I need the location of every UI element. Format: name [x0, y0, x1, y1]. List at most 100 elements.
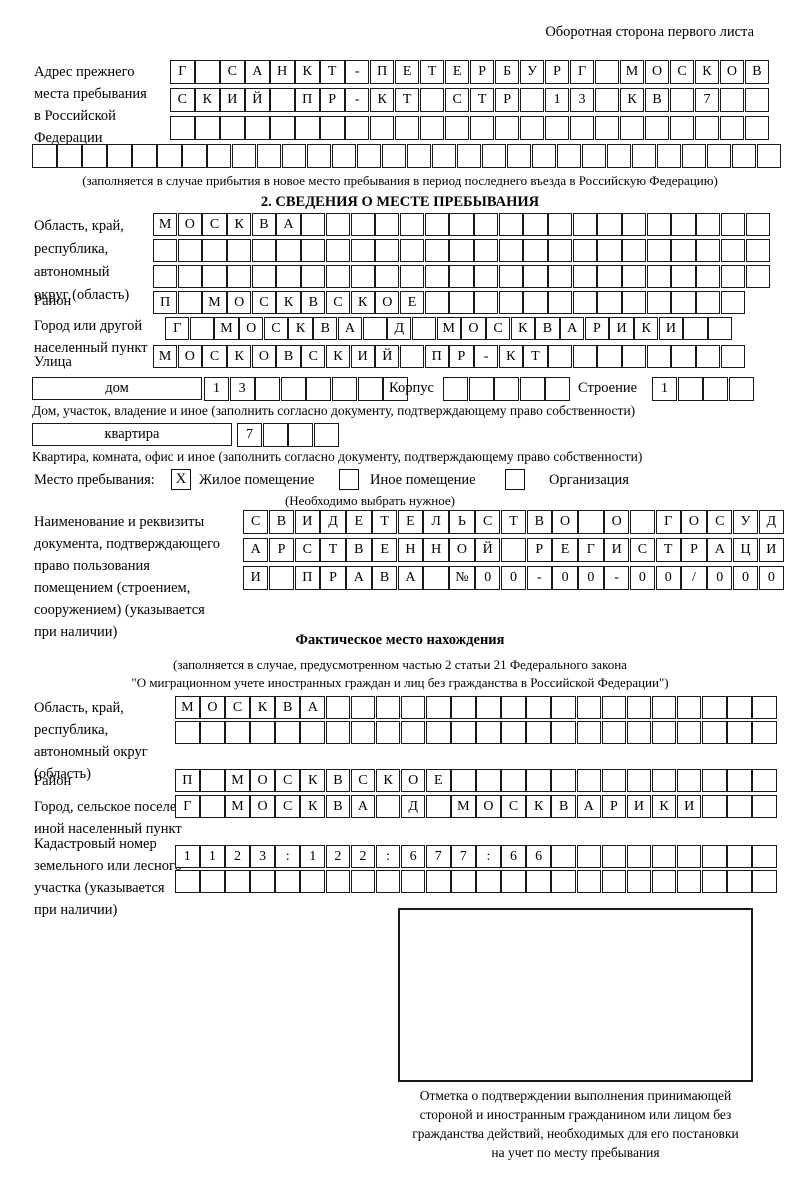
form-cell[interactable]: К: [300, 769, 326, 792]
form-cell[interactable]: [720, 213, 746, 236]
document-row-3[interactable]: И П Р А В А № 0 0-0 0-0 0/0 0 0: [243, 566, 785, 590]
form-cell[interactable]: 6: [400, 845, 426, 868]
form-cell[interactable]: О: [552, 510, 578, 534]
form-cell[interactable]: Д: [400, 795, 426, 818]
form-cell[interactable]: 3: [229, 377, 255, 401]
form-cell[interactable]: П: [294, 88, 320, 112]
form-cell[interactable]: Ь: [449, 510, 475, 534]
form-cell[interactable]: [676, 870, 702, 893]
form-cell[interactable]: [681, 144, 707, 168]
form-cell[interactable]: [551, 721, 576, 744]
form-cell[interactable]: С: [350, 769, 376, 792]
form-cell[interactable]: С: [202, 345, 227, 368]
form-cell[interactable]: [177, 239, 202, 262]
form-cell[interactable]: [651, 870, 677, 893]
form-cell[interactable]: К: [369, 88, 395, 112]
form-cell[interactable]: 3: [250, 845, 275, 868]
form-cell[interactable]: [250, 721, 275, 744]
form-cell[interactable]: [646, 265, 672, 288]
form-cell[interactable]: [646, 213, 672, 236]
form-cell[interactable]: [727, 769, 752, 792]
form-cell[interactable]: [375, 795, 401, 818]
form-cell[interactable]: [597, 213, 622, 236]
form-cell[interactable]: В: [325, 795, 351, 818]
form-cell[interactable]: [443, 377, 468, 401]
form-cell[interactable]: У: [732, 510, 759, 534]
form-cell[interactable]: [350, 870, 376, 893]
form-cell[interactable]: [644, 116, 670, 140]
form-cell[interactable]: [424, 239, 449, 262]
form-cell[interactable]: В: [301, 291, 326, 314]
form-cell[interactable]: Е: [394, 60, 420, 84]
form-cell[interactable]: [175, 870, 200, 893]
form-cell[interactable]: М: [153, 213, 178, 236]
form-cell[interactable]: С: [225, 696, 250, 719]
form-cell[interactable]: [545, 377, 571, 401]
form-cell[interactable]: Г: [578, 538, 604, 562]
form-cell[interactable]: [350, 265, 375, 288]
form-cell[interactable]: 0: [707, 566, 733, 590]
form-cell[interactable]: [651, 845, 677, 868]
form-cell[interactable]: [720, 291, 746, 314]
form-cell[interactable]: П: [424, 345, 449, 368]
form-cell[interactable]: [601, 696, 627, 719]
form-cell[interactable]: [551, 769, 576, 792]
form-cell[interactable]: Г: [655, 510, 681, 534]
form-cell[interactable]: Р: [469, 60, 495, 84]
form-cell[interactable]: [250, 870, 275, 893]
form-cell[interactable]: [671, 291, 696, 314]
form-cell[interactable]: [294, 116, 320, 140]
form-cell[interactable]: 7: [237, 423, 262, 447]
form-cell[interactable]: [601, 769, 627, 792]
form-cell[interactable]: [476, 721, 501, 744]
form-cell[interactable]: [676, 721, 702, 744]
form-cell[interactable]: [288, 423, 314, 447]
form-cell[interactable]: А: [244, 60, 270, 84]
form-cell[interactable]: И: [294, 510, 320, 534]
form-cell[interactable]: О: [449, 538, 475, 562]
form-cell[interactable]: [424, 265, 449, 288]
form-cell[interactable]: [281, 144, 307, 168]
form-cell[interactable]: [300, 870, 326, 893]
form-cell[interactable]: С: [243, 510, 269, 534]
form-cell[interactable]: [424, 213, 449, 236]
form-cell[interactable]: В: [526, 510, 552, 534]
form-cell[interactable]: [548, 239, 573, 262]
form-cell[interactable]: О: [719, 60, 745, 84]
form-cell[interactable]: [425, 795, 451, 818]
form-cell[interactable]: В: [371, 566, 398, 590]
form-cell[interactable]: [32, 144, 57, 168]
form-cell[interactable]: [369, 116, 395, 140]
form-cell[interactable]: [325, 696, 351, 719]
form-cell[interactable]: О: [400, 769, 426, 792]
form-cell[interactable]: М: [175, 696, 200, 719]
form-cell[interactable]: [231, 144, 257, 168]
form-cell[interactable]: [651, 696, 677, 719]
form-cell[interactable]: [626, 845, 652, 868]
form-cell[interactable]: [629, 510, 656, 534]
form-cell[interactable]: [325, 213, 351, 236]
form-cell[interactable]: [523, 265, 548, 288]
form-cell[interactable]: С: [501, 795, 526, 818]
form-cell[interactable]: [494, 377, 520, 401]
form-cell[interactable]: /: [681, 566, 707, 590]
form-cell[interactable]: А: [560, 317, 585, 340]
form-cell[interactable]: [301, 265, 326, 288]
form-cell[interactable]: [701, 845, 727, 868]
cadastral-row-2[interactable]: [175, 870, 777, 893]
form-cell[interactable]: [325, 265, 351, 288]
form-cell[interactable]: [469, 116, 495, 140]
form-cell[interactable]: [656, 144, 682, 168]
form-cell[interactable]: [745, 239, 770, 262]
form-cell[interactable]: [728, 377, 754, 401]
form-cell[interactable]: [494, 116, 520, 140]
form-cell[interactable]: [357, 377, 383, 401]
form-cell[interactable]: В: [346, 538, 372, 562]
form-cell[interactable]: [251, 239, 277, 262]
form-cell[interactable]: П: [294, 566, 320, 590]
form-cell[interactable]: [498, 213, 523, 236]
form-cell[interactable]: [626, 696, 652, 719]
